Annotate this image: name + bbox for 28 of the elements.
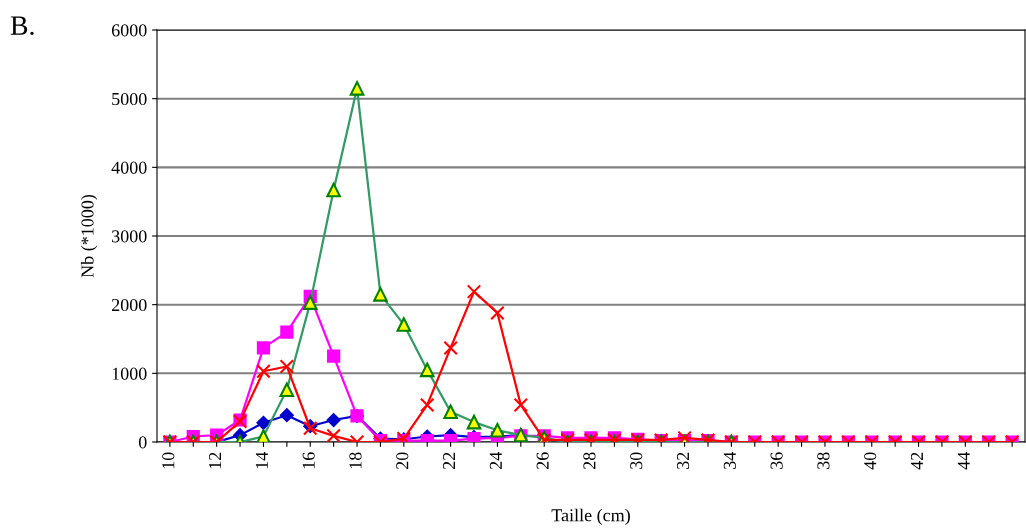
y-tick-label: 2000 (111, 298, 147, 312)
x-axis-title: Taille (cm) (551, 508, 630, 526)
x-tick-label: 38 (817, 452, 830, 469)
y-tick-label: 6000 (111, 24, 147, 37)
y-axis-title: Nb (*1000) (80, 194, 98, 278)
x-tick-label: 10 (162, 452, 175, 469)
x-tick-label: 24 (489, 452, 502, 469)
x-tick-label: 36 (770, 452, 783, 469)
y-tick-label: 4000 (111, 161, 147, 174)
x-tick-label: 34 (723, 452, 736, 469)
y-tick-label: 5000 (112, 92, 147, 106)
x-tick-label: 44 (957, 452, 970, 470)
x-tick-label: 28 (583, 452, 596, 469)
x-tick-label: 32 (676, 452, 690, 469)
x-tick-label: 30 (630, 452, 643, 469)
x-tick-label: 22 (443, 452, 455, 469)
chart-title: B. (10, 16, 34, 36)
x-tick-label: 12 (209, 452, 221, 469)
x-tick-label: 14 (255, 452, 268, 469)
y-tick-label: 1000 (112, 367, 147, 380)
x-tick-label: 20 (396, 452, 409, 469)
x-tick-label: 26 (536, 452, 549, 469)
x-tick-label: 42 (910, 452, 923, 470)
x-tick-label: 18 (349, 452, 362, 469)
x-tick-label: 16 (302, 452, 315, 469)
x-tick-label: 40 (864, 452, 877, 470)
y-tick-label: 0 (138, 436, 147, 449)
y-tick-label: 3000 (112, 230, 147, 243)
